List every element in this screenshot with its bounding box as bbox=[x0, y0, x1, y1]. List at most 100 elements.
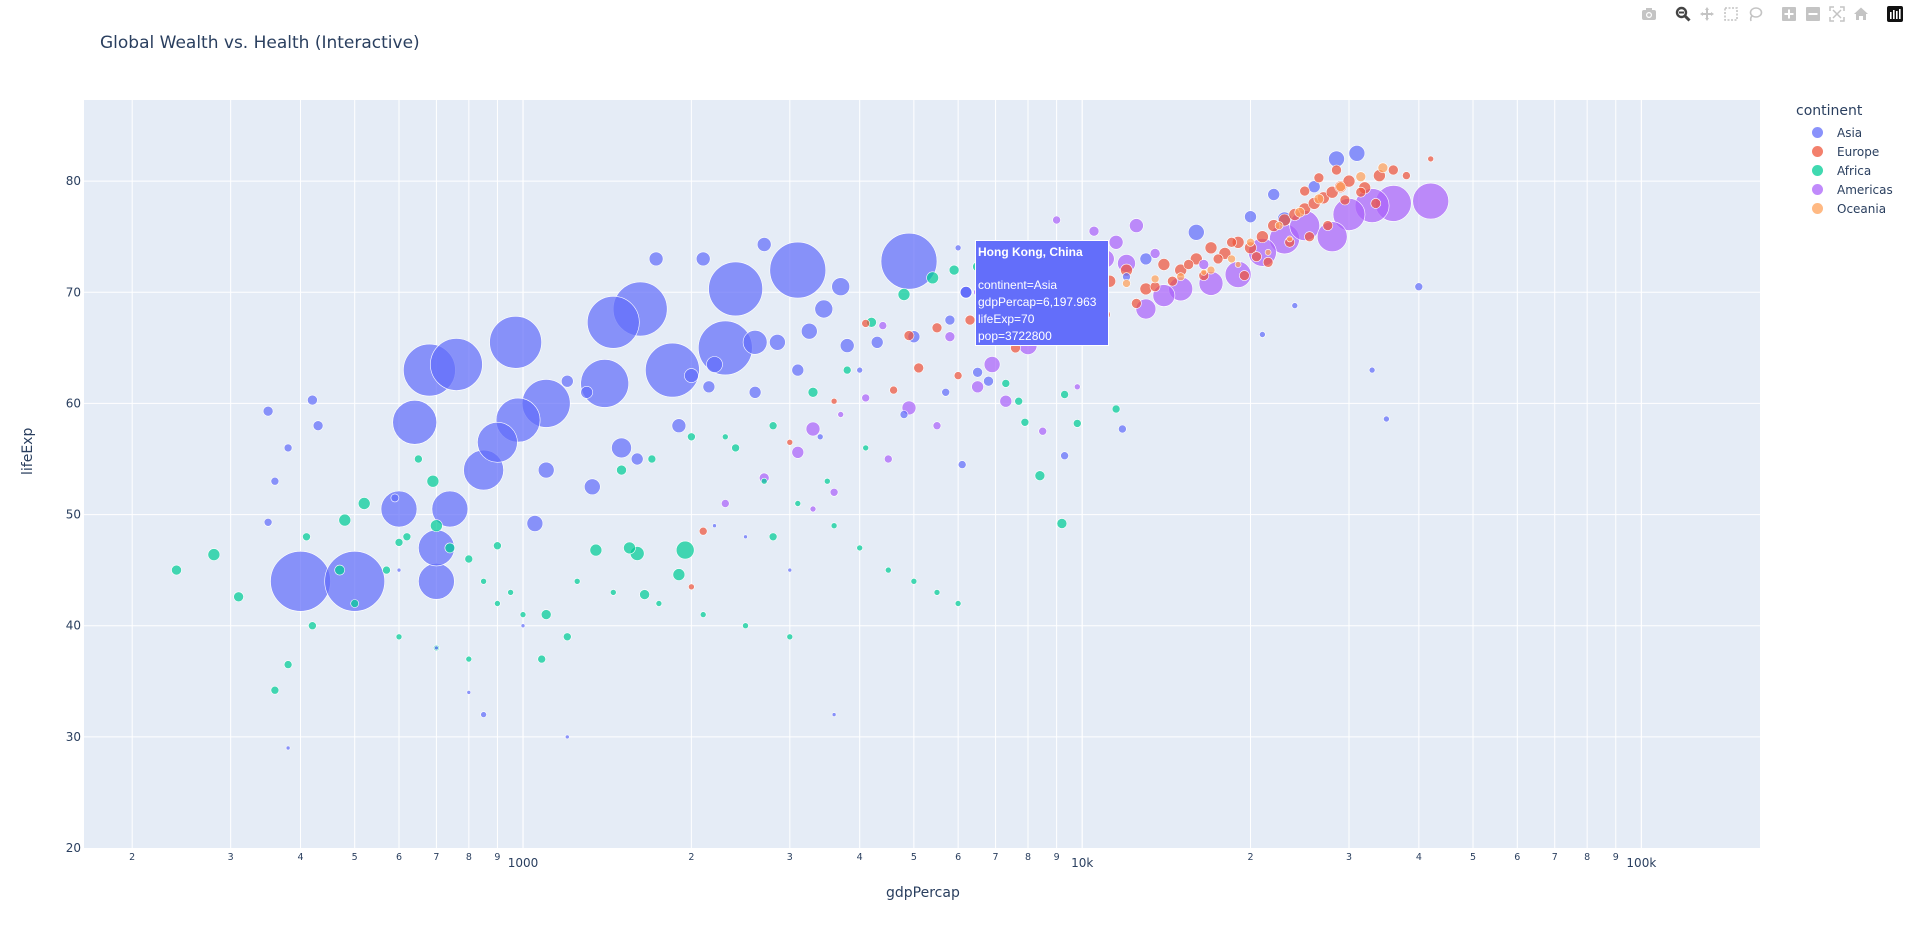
data-point-africa[interactable] bbox=[507, 589, 514, 596]
legend-item-americas[interactable]: Americas bbox=[1796, 180, 1893, 199]
data-point-asia[interactable] bbox=[396, 567, 402, 573]
data-point-americas[interactable] bbox=[861, 393, 871, 403]
data-point-asia[interactable] bbox=[1383, 415, 1390, 423]
data-point-oceania[interactable] bbox=[1313, 193, 1325, 205]
data-point-asia[interactable] bbox=[695, 251, 711, 267]
data-point-asia[interactable] bbox=[787, 567, 793, 573]
data-point-asia[interactable] bbox=[466, 690, 472, 695]
data-point-asia[interactable] bbox=[791, 363, 805, 377]
data-point-europe[interactable] bbox=[1370, 198, 1382, 209]
data-point-africa[interactable] bbox=[856, 544, 864, 552]
data-point-africa[interactable] bbox=[884, 566, 892, 574]
data-point-africa[interactable] bbox=[721, 433, 729, 441]
lasso-select-icon[interactable] bbox=[1743, 4, 1767, 24]
data-point-africa[interactable] bbox=[823, 477, 831, 485]
data-point-asia[interactable] bbox=[870, 335, 884, 349]
data-point-asia[interactable] bbox=[477, 421, 518, 463]
data-point-asia[interactable] bbox=[390, 493, 400, 503]
data-point-asia[interactable] bbox=[580, 385, 594, 399]
data-point-oceania[interactable] bbox=[1355, 171, 1367, 182]
data-point-africa[interactable] bbox=[338, 513, 352, 527]
data-point-europe[interactable] bbox=[913, 362, 925, 374]
data-point-europe[interactable] bbox=[1427, 155, 1434, 163]
data-point-europe[interactable] bbox=[903, 330, 915, 341]
data-point-oceania[interactable] bbox=[1286, 235, 1293, 243]
data-point-asia[interactable] bbox=[957, 460, 967, 469]
data-point-americas[interactable] bbox=[932, 421, 942, 431]
data-point-africa[interactable] bbox=[1001, 379, 1011, 388]
data-point-americas[interactable] bbox=[983, 356, 1001, 373]
data-point-europe[interactable] bbox=[1313, 172, 1325, 184]
data-point-africa[interactable] bbox=[480, 577, 487, 585]
data-point-americas[interactable] bbox=[1052, 215, 1061, 225]
data-point-oceania[interactable] bbox=[1122, 279, 1131, 288]
data-point-asia[interactable] bbox=[839, 338, 855, 353]
data-point-africa[interactable] bbox=[426, 474, 440, 488]
data-point-oceania[interactable] bbox=[1234, 261, 1242, 268]
data-point-asia[interactable] bbox=[520, 623, 526, 629]
data-point-asia[interactable] bbox=[748, 385, 762, 399]
data-point-europe[interactable] bbox=[1402, 171, 1411, 180]
data-point-africa[interactable] bbox=[334, 564, 346, 576]
data-point-africa[interactable] bbox=[465, 655, 473, 663]
zoom-out-icon[interactable] bbox=[1801, 4, 1825, 24]
data-point-americas[interactable] bbox=[971, 380, 984, 394]
data-point-africa[interactable] bbox=[786, 633, 794, 641]
data-point-oceania[interactable] bbox=[1264, 249, 1272, 256]
data-point-africa[interactable] bbox=[1014, 396, 1024, 406]
data-point-africa[interactable] bbox=[609, 589, 617, 596]
data-point-asia[interactable] bbox=[312, 420, 324, 432]
data-point-africa[interactable] bbox=[493, 541, 502, 551]
data-point-asia[interactable] bbox=[586, 295, 640, 349]
data-point-asia[interactable] bbox=[1188, 224, 1205, 241]
data-point-africa[interactable] bbox=[933, 589, 941, 596]
data-point-europe[interactable] bbox=[1299, 185, 1310, 197]
data-point-asia[interactable] bbox=[489, 315, 542, 369]
zoom-in-icon[interactable] bbox=[1777, 4, 1801, 24]
data-point-asia[interactable] bbox=[769, 241, 827, 299]
data-point-africa[interactable] bbox=[540, 609, 552, 620]
data-point-africa[interactable] bbox=[270, 685, 280, 695]
data-point-oceania[interactable] bbox=[1176, 272, 1185, 282]
data-point-asia[interactable] bbox=[743, 534, 748, 540]
data-point-africa[interactable] bbox=[639, 589, 650, 600]
data-point-asia[interactable] bbox=[537, 461, 555, 479]
data-point-africa[interactable] bbox=[589, 543, 603, 557]
data-point-africa[interactable] bbox=[1111, 404, 1121, 414]
data-point-europe[interactable] bbox=[688, 583, 695, 591]
data-point-europe[interactable] bbox=[861, 319, 871, 328]
data-point-africa[interactable] bbox=[623, 541, 636, 555]
data-point-asia[interactable] bbox=[1307, 180, 1321, 193]
data-point-americas[interactable] bbox=[1108, 235, 1124, 250]
data-point-africa[interactable] bbox=[675, 540, 695, 560]
data-point-africa[interactable] bbox=[1034, 470, 1046, 482]
data-point-europe[interactable] bbox=[1339, 194, 1351, 206]
data-point-africa[interactable] bbox=[842, 365, 852, 375]
data-point-asia[interactable] bbox=[712, 523, 717, 529]
data-point-europe[interactable] bbox=[1355, 186, 1367, 198]
data-point-americas[interactable] bbox=[944, 331, 956, 343]
data-point-africa[interactable] bbox=[699, 611, 707, 618]
data-point-europe[interactable] bbox=[786, 438, 794, 446]
data-point-oceania[interactable] bbox=[1246, 238, 1255, 247]
data-point-africa[interactable] bbox=[350, 599, 360, 608]
data-point-asia[interactable] bbox=[434, 645, 439, 651]
data-point-africa[interactable] bbox=[910, 577, 918, 585]
camera-icon[interactable] bbox=[1637, 4, 1661, 24]
data-points[interactable] bbox=[171, 145, 1449, 751]
data-point-asia[interactable] bbox=[526, 515, 544, 532]
data-point-americas[interactable] bbox=[1038, 426, 1047, 436]
data-point-asia[interactable] bbox=[706, 356, 723, 373]
data-point-asia[interactable] bbox=[630, 452, 644, 466]
data-point-europe[interactable] bbox=[1251, 251, 1262, 263]
data-point-asia[interactable] bbox=[702, 380, 716, 394]
data-point-africa[interactable] bbox=[494, 600, 501, 607]
data-point-asia[interactable] bbox=[816, 433, 824, 441]
data-point-asia[interactable] bbox=[263, 517, 273, 527]
legend-item-europe[interactable]: Europe bbox=[1796, 142, 1893, 161]
data-point-asia[interactable] bbox=[671, 418, 687, 434]
data-point-asia[interactable] bbox=[944, 314, 956, 326]
data-point-asia[interactable] bbox=[380, 490, 418, 528]
data-point-asia[interactable] bbox=[418, 562, 455, 600]
data-point-americas[interactable] bbox=[829, 487, 839, 497]
